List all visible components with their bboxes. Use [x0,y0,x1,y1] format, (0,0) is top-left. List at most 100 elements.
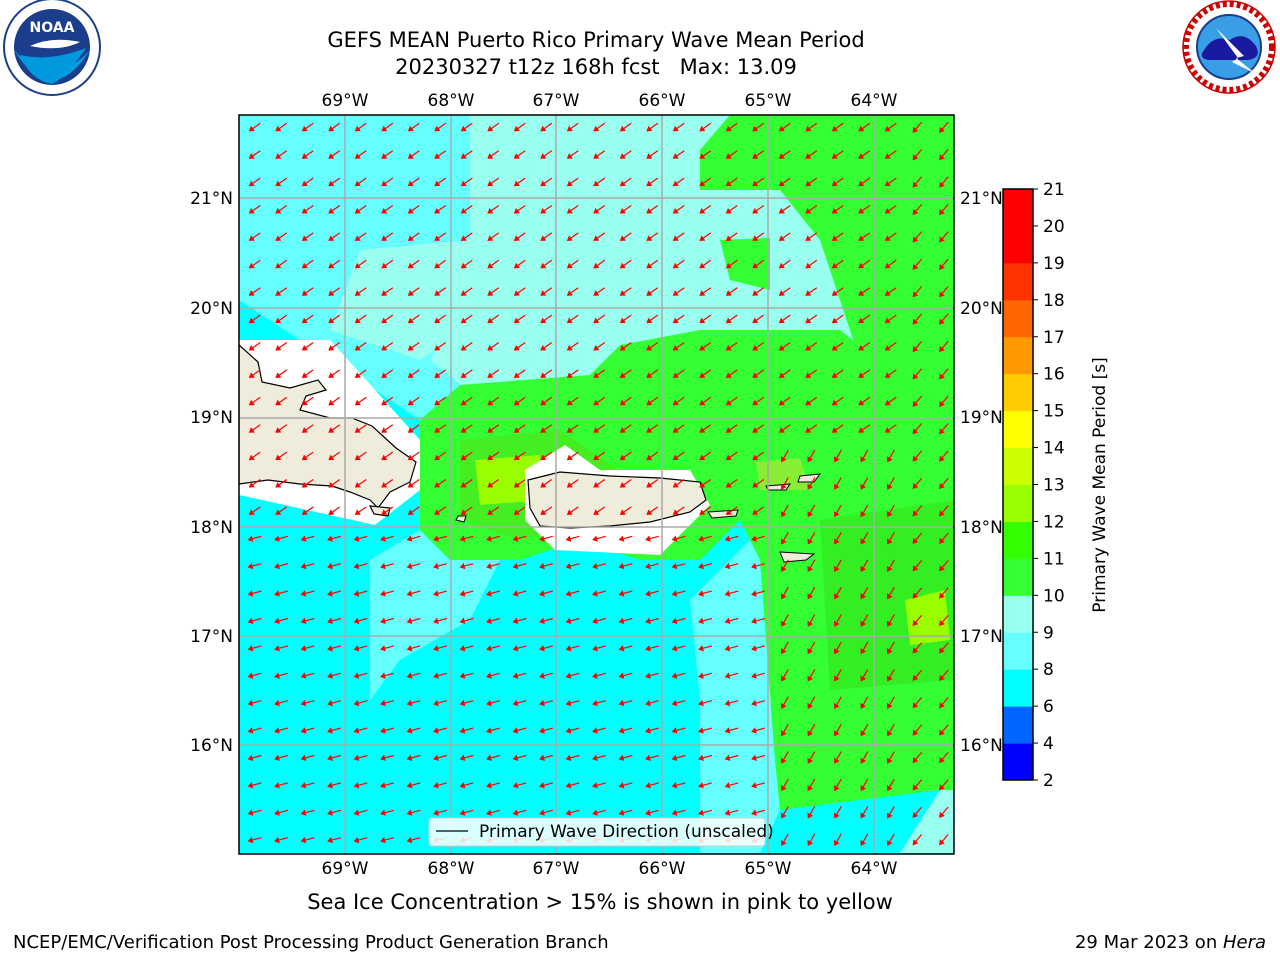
wave-arrowhead [939,757,945,764]
wave-arrowhead [912,318,919,325]
wave-arrowhead [805,125,812,132]
wave-arrowhead [539,727,545,734]
wave-arrowhead [751,562,757,570]
wave-arrowhead [807,675,814,682]
wave-arrowhead [300,699,307,707]
wave-arrowhead [725,509,732,515]
wave-arrowhead [459,590,466,597]
wave-arrowhead [247,617,254,624]
wave-arrowhead [725,427,732,433]
wave-arrowhead [487,372,494,378]
wave-arrowhead [646,262,653,269]
wave-arrowhead [671,809,678,816]
wave-arrowhead [725,153,732,159]
wave-arrowhead [328,290,335,296]
wave-arrowhead [566,153,573,159]
lat-label-16n: 16°N [190,736,233,756]
wave-arrowhead [778,427,785,433]
wave-arrowhead [354,207,361,214]
wave-arrowhead [566,399,573,406]
wave-arrowhead [274,562,280,570]
wave-arrowhead [406,727,413,734]
wave-arrowhead [407,509,414,515]
wave-arrowhead [725,399,732,406]
wave-arrowhead [646,372,653,378]
map-area [239,115,954,854]
wave-arrowhead [487,180,494,187]
wave-arrowhead [381,153,388,159]
wave-arrowhead [248,180,255,187]
wave-arrowhead [725,207,732,214]
wave-arrowhead [724,727,731,734]
wave-arrowhead [407,317,414,324]
colorbar-segment [1003,299,1033,338]
wave-arrowhead [592,782,598,789]
wave-arrowhead [939,318,945,325]
wave-arrowhead [513,125,520,132]
wave-arrowhead [327,562,333,570]
wave-arrowhead [540,344,547,351]
wave-arrowhead [380,836,386,844]
wave-arrowhead [833,785,840,792]
colorbar-label: Primary Wave Mean Period [s] [1090,357,1110,612]
wave-arrowhead [699,235,706,241]
wave-arrowhead [912,565,919,572]
wave-arrowhead [671,617,678,624]
wave-arrowhead [248,509,255,515]
wave-arrowhead [671,590,678,597]
wave-arrowhead [858,399,865,406]
wave-arrowhead [778,317,785,324]
wave-arrowhead [328,481,335,488]
wave-arrowhead [672,399,679,406]
wave-arrowhead [646,344,653,351]
colorbar-tick-label: 4 [1043,734,1054,754]
wave-arrowhead [328,317,335,324]
wave-arrowhead [301,427,308,433]
map-frame [238,114,955,855]
wave-arrowhead [672,481,679,488]
colorbar-tick-label: 9 [1043,623,1054,643]
lat-label-16n: 16°N [960,736,1003,756]
wave-arrowhead [912,209,919,216]
wave-arrowhead [354,372,361,378]
wave-arrowhead [540,372,547,378]
wave-arrowhead [780,565,787,572]
colorbar-segment [1003,521,1033,559]
wave-arrowhead [248,454,255,461]
wave-arrowhead [248,290,255,296]
wave-arrowhead [592,809,598,816]
wave-arrowhead [619,427,626,433]
wave-arrowhead [805,262,812,269]
colorbar-tick-label: 18 [1043,291,1065,311]
wave-arrowhead [300,562,307,570]
wave-arrowhead [672,180,679,187]
wave-arrowhead [459,727,466,734]
wave-arrowhead [886,620,893,627]
lon-label-64w: 64°W [851,859,898,879]
wave-arrowhead [698,645,704,652]
lat-label-17n: 17°N [190,627,233,647]
lon-labels-bottom: 69°W 68°W 67°W 66°W 65°W 64°W [322,859,898,879]
wave-arrowhead [699,125,706,132]
wave-arrowhead [831,399,838,406]
wave-arrowhead [274,836,280,844]
wave-arrowhead [751,809,757,816]
wave-arrowhead [380,590,386,597]
wave-arrowhead [301,454,308,461]
footer-date-text: 29 Mar 2023 on [1074,932,1223,953]
wave-arrowhead [406,590,413,597]
wave-arrowhead [805,153,812,159]
wave-arrowhead [884,125,891,132]
wave-arrowhead [354,262,361,269]
wave-arrowhead [619,481,626,488]
wave-arrowhead [328,344,335,351]
wave-arrowhead [833,730,840,737]
wave-arrowhead [512,727,519,734]
wave-arrowhead [275,372,282,378]
wave-arrowhead [274,727,280,734]
wave-arrowhead [275,153,282,159]
wave-arrowhead [618,727,625,734]
wave-arrowhead [300,617,307,624]
wave-arrowhead [381,372,388,378]
wave-arrowhead [565,617,572,624]
